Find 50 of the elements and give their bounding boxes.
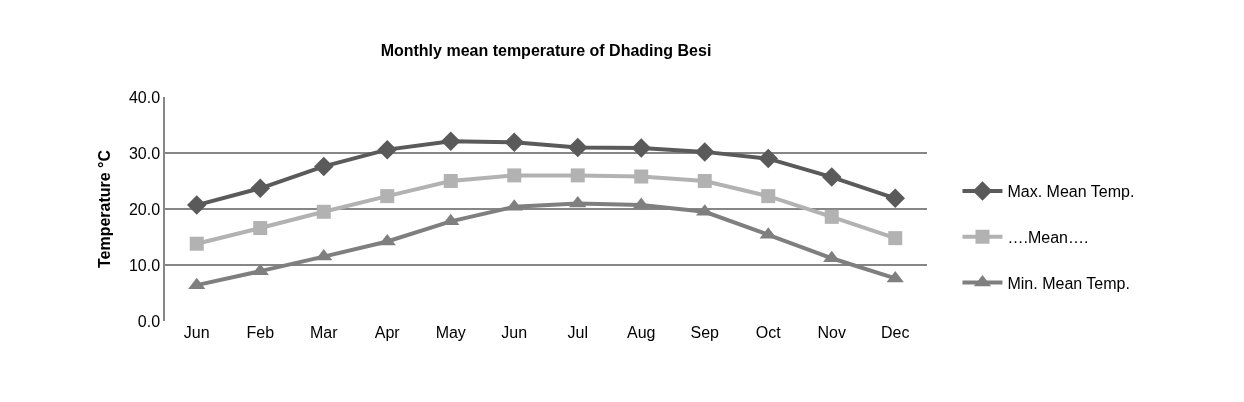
x-tick-label: Mar xyxy=(309,324,339,341)
legend-label: Max. Mean Temp. xyxy=(1007,183,1135,201)
point xyxy=(314,156,334,177)
point xyxy=(316,204,331,219)
chart-title: Monthly mean temperature of Dhading Besi xyxy=(380,41,712,59)
point xyxy=(824,209,839,224)
x-tick-label: Nov xyxy=(817,324,846,341)
point xyxy=(442,213,460,226)
legend-label: ….Mean…. xyxy=(1007,228,1089,246)
x-tick-label: Jun xyxy=(501,324,528,341)
x-tick-label: Aug xyxy=(627,324,656,341)
y-axis-title: Temperature °C xyxy=(96,149,114,269)
point xyxy=(250,178,270,199)
point xyxy=(761,189,776,204)
x-tick-label: Oct xyxy=(755,324,782,341)
point xyxy=(441,131,461,151)
y-tick-label: 30.0 xyxy=(128,144,161,162)
y-tick-label: 0.0 xyxy=(137,312,161,330)
point xyxy=(569,195,587,208)
point xyxy=(886,270,904,283)
point xyxy=(443,174,458,188)
point xyxy=(187,195,207,215)
point xyxy=(697,174,712,188)
point xyxy=(634,169,649,184)
y-tick-label: 40.0 xyxy=(128,88,161,106)
point xyxy=(695,142,715,162)
legend-label: Min. Mean Temp. xyxy=(1007,274,1130,292)
point xyxy=(507,168,522,183)
point xyxy=(253,221,268,236)
point xyxy=(189,236,204,251)
point xyxy=(631,138,651,158)
x-tick-label: Jul xyxy=(567,324,588,341)
y-tick-label: 20.0 xyxy=(128,200,161,218)
point xyxy=(888,231,903,246)
point xyxy=(570,168,585,183)
x-tick-label: Feb xyxy=(246,324,275,341)
x-tick-label: Jun xyxy=(183,324,210,341)
x-tick-label: Apr xyxy=(374,324,401,341)
x-tick-label: Dec xyxy=(881,324,910,341)
y-tick-label: 10.0 xyxy=(128,256,161,274)
point xyxy=(885,188,905,209)
point xyxy=(758,148,778,169)
point xyxy=(822,167,842,187)
point xyxy=(377,139,397,160)
point xyxy=(504,132,524,153)
x-tick-label: May xyxy=(435,324,466,341)
x-tick-label: Sep xyxy=(690,324,720,341)
point xyxy=(380,189,395,204)
point xyxy=(568,137,588,158)
point xyxy=(378,233,396,246)
